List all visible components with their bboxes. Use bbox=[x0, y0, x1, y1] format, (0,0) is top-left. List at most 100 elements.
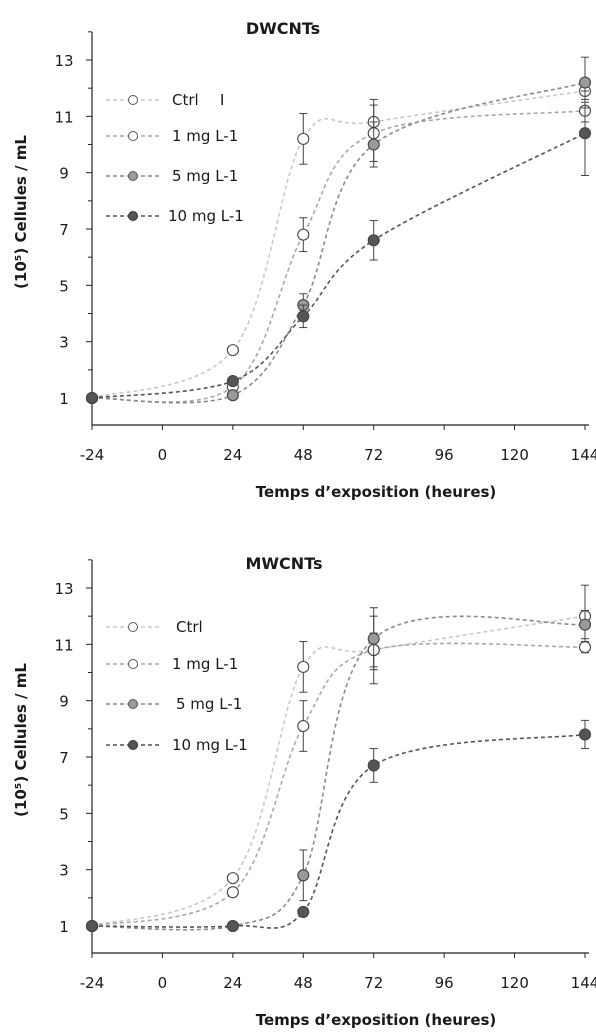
y-tick-label: 9 bbox=[59, 693, 69, 711]
data-point bbox=[578, 641, 592, 654]
data-point bbox=[578, 76, 592, 89]
data-point bbox=[578, 618, 592, 631]
x-axis-title: Temps d’exposition (heures) bbox=[256, 1011, 497, 1029]
chart-title: MWCNTs bbox=[245, 554, 322, 573]
legend-item-5mg: 5 mg L-1 bbox=[106, 695, 242, 713]
legend-item-10mg: 10 mg L-1 bbox=[106, 207, 244, 225]
data-point bbox=[226, 375, 239, 388]
data-point bbox=[297, 869, 310, 882]
data-point bbox=[297, 310, 310, 323]
x-tick-label: 72 bbox=[364, 446, 383, 464]
x-tick-label: 72 bbox=[364, 974, 383, 992]
data-point bbox=[297, 905, 310, 918]
x-tick-label: 144 bbox=[571, 446, 596, 464]
legend-marker bbox=[128, 699, 138, 709]
x-tick-label: 48 bbox=[294, 974, 313, 992]
data-point bbox=[367, 632, 380, 645]
series-line bbox=[91, 615, 586, 927]
x-tick-label: 24 bbox=[223, 974, 242, 992]
x-tick-label: 120 bbox=[500, 974, 529, 992]
legend-item-5mg: 5 mg L-1 bbox=[106, 167, 238, 185]
x-tick-label: 96 bbox=[435, 446, 454, 464]
x-tick-label: 48 bbox=[294, 446, 313, 464]
y-axis-title: (10⁵) Cellules / mL bbox=[12, 663, 30, 817]
series-line bbox=[91, 642, 586, 927]
y-tick-label: 11 bbox=[54, 636, 73, 654]
series-4 bbox=[85, 90, 592, 405]
data-point bbox=[226, 389, 239, 402]
data-point bbox=[297, 660, 310, 673]
legend-item-ctrl: Ctrl bbox=[106, 618, 203, 636]
data-point bbox=[367, 759, 380, 772]
chart-dwcnts: DWCNTs (10⁵) Cellules / mL Temps d’expos… bbox=[12, 19, 596, 501]
y-tick-label: 7 bbox=[59, 221, 69, 239]
series-group bbox=[85, 584, 592, 933]
y-tick-label: 13 bbox=[54, 52, 73, 70]
y-tick-label: 7 bbox=[59, 749, 69, 767]
series-1 bbox=[85, 79, 592, 405]
y-tick-label: 9 bbox=[59, 165, 69, 183]
data-point bbox=[297, 228, 310, 241]
series-2 bbox=[85, 98, 592, 405]
legend-item-1mg: 1 mg L-1 bbox=[106, 655, 238, 673]
series-group bbox=[85, 56, 592, 405]
y-tick-label: 11 bbox=[54, 108, 73, 126]
x-tick-label: 96 bbox=[435, 974, 454, 992]
x-tick-label: 0 bbox=[158, 446, 168, 464]
series-line bbox=[91, 81, 586, 404]
legend-item-1mg: 1 mg L-1 bbox=[106, 127, 238, 145]
data-point bbox=[578, 127, 592, 140]
x-tick-label: 24 bbox=[223, 446, 242, 464]
legend-marker bbox=[128, 659, 138, 669]
legend-label: 10 mg L-1 bbox=[172, 736, 248, 754]
x-tick-label: -24 bbox=[80, 974, 105, 992]
data-point bbox=[367, 138, 380, 151]
series-line bbox=[91, 132, 586, 399]
y-tick-label: 3 bbox=[59, 334, 69, 352]
chart-title: DWCNTs bbox=[246, 19, 320, 38]
legend-label: 5 mg L-1 bbox=[172, 167, 238, 185]
series-line bbox=[91, 90, 586, 399]
data-point bbox=[226, 872, 239, 885]
x-axis-title: Temps d’exposition (heures) bbox=[256, 483, 497, 501]
data-point bbox=[578, 728, 592, 741]
legend-marker bbox=[128, 131, 138, 141]
series-4 bbox=[85, 719, 592, 933]
legend-label: 1 mg L-1 bbox=[172, 655, 238, 673]
data-point bbox=[226, 919, 239, 933]
x-tick-label: 0 bbox=[158, 974, 168, 992]
y-tick-label: 13 bbox=[54, 580, 73, 598]
series-line bbox=[91, 615, 586, 931]
y-tick-label: 5 bbox=[59, 805, 69, 823]
legend-marker bbox=[128, 95, 138, 105]
x-tick-label: 144 bbox=[571, 974, 596, 992]
series-line bbox=[91, 733, 586, 929]
data-point bbox=[85, 919, 99, 933]
legend-marker bbox=[128, 211, 138, 221]
legend-item-ctrl: Ctrl bbox=[106, 91, 199, 109]
series-3 bbox=[85, 607, 592, 933]
data-point bbox=[226, 886, 239, 899]
legend-label: Ctrl bbox=[176, 618, 203, 636]
series-3 bbox=[85, 56, 592, 405]
legend-label: 10 mg L-1 bbox=[168, 207, 244, 225]
y-tick-label: 1 bbox=[59, 918, 69, 936]
x-tick-label: 120 bbox=[500, 446, 529, 464]
extra-mark: I bbox=[220, 91, 224, 109]
legend-label: Ctrl bbox=[172, 91, 199, 109]
y-tick-label: 1 bbox=[59, 390, 69, 408]
series-line bbox=[91, 109, 586, 403]
legend-label: 1 mg L-1 bbox=[172, 127, 238, 145]
data-point bbox=[85, 391, 99, 405]
data-point bbox=[297, 132, 310, 145]
legend-marker bbox=[128, 171, 138, 181]
y-tick-label: 5 bbox=[59, 277, 69, 295]
series-2 bbox=[85, 615, 592, 933]
legend-item-10mg: 10 mg L-1 bbox=[106, 736, 248, 754]
legend-marker bbox=[128, 622, 138, 632]
series-1 bbox=[85, 584, 592, 933]
data-point bbox=[226, 344, 239, 357]
